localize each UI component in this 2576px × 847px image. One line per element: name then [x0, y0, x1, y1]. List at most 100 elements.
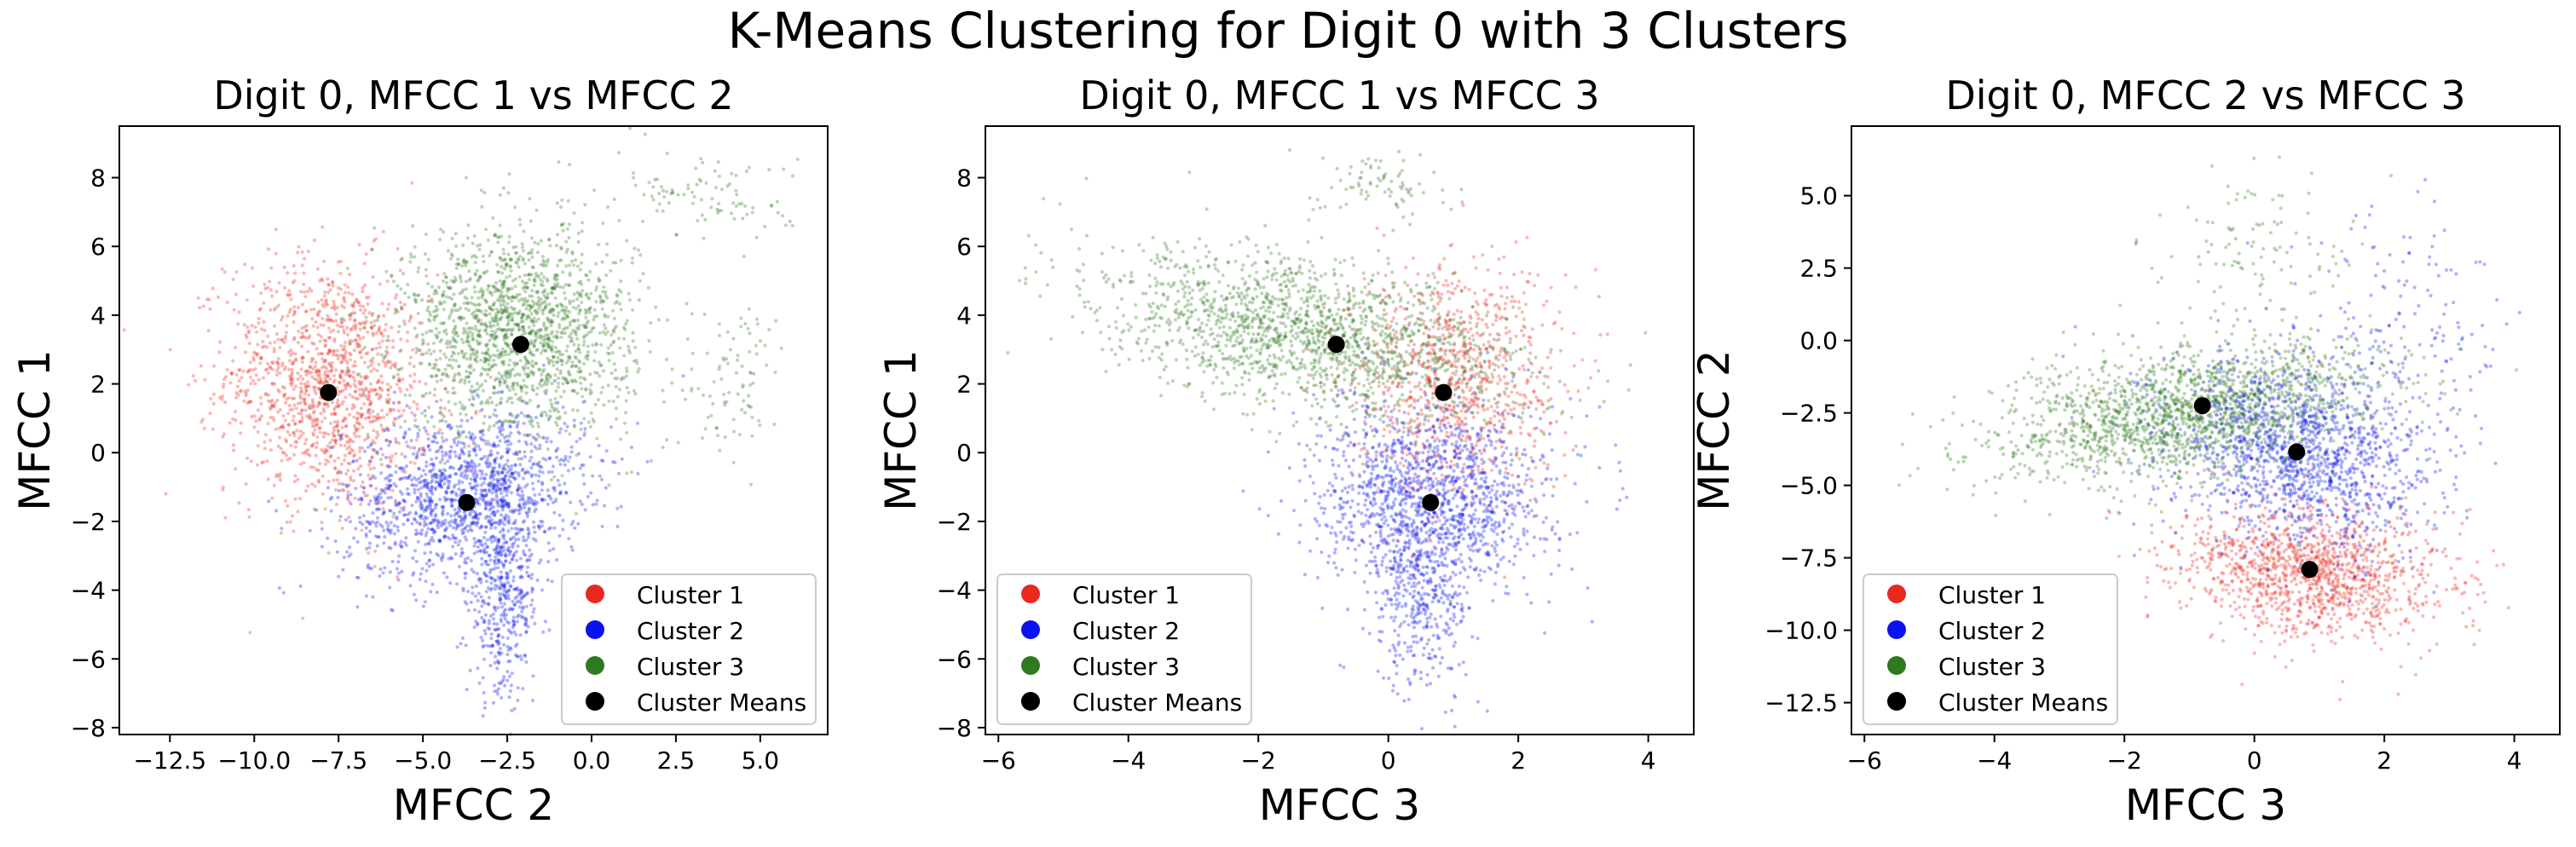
- scatter-point: [309, 360, 313, 363]
- scatter-point: [444, 368, 448, 372]
- scatter-point: [444, 275, 448, 279]
- scatter-point: [372, 429, 375, 432]
- scatter-point: [415, 438, 419, 441]
- scatter-point: [400, 366, 403, 370]
- scatter-point: [459, 307, 462, 310]
- scatter-point: [446, 390, 449, 394]
- scatter-point: [427, 445, 430, 448]
- scatter-point: [559, 369, 563, 372]
- scatter-point: [453, 372, 457, 376]
- scatter-point: [395, 293, 398, 297]
- scatter-point: [709, 205, 713, 209]
- scatter-point: [404, 536, 407, 539]
- scatter-point: [276, 337, 280, 341]
- scatter-point: [755, 317, 759, 320]
- scatter-point: [295, 406, 298, 410]
- scatter-point: [396, 330, 400, 333]
- scatter-point: [479, 543, 482, 546]
- scatter-point: [506, 637, 510, 640]
- scatter-point: [471, 568, 474, 571]
- scatter-point: [528, 303, 531, 307]
- scatter-point: [348, 352, 351, 355]
- scatter-point: [513, 551, 517, 555]
- scatter-point: [334, 439, 338, 442]
- scatter-point: [532, 610, 535, 614]
- scatter-point: [474, 325, 477, 328]
- scatter-point: [486, 358, 489, 361]
- scatter-point: [536, 348, 540, 351]
- scatter-point: [578, 324, 581, 327]
- scatter-point: [443, 406, 447, 410]
- scatter-point: [424, 414, 427, 418]
- scatter-point: [410, 522, 413, 526]
- scatter-point: [338, 489, 341, 493]
- scatter-point: [322, 324, 326, 327]
- scatter-point: [499, 279, 502, 283]
- scatter-point: [322, 260, 326, 263]
- scatter-point: [460, 547, 464, 550]
- scatter-point: [416, 435, 419, 438]
- scatter-point: [386, 361, 390, 365]
- scatter-point: [352, 454, 355, 458]
- scatter-point: [660, 185, 663, 188]
- scatter-point: [274, 252, 278, 256]
- scatter-point: [656, 209, 659, 212]
- scatter-point: [465, 321, 468, 325]
- scatter-point: [756, 322, 760, 326]
- scatter-point: [540, 239, 543, 243]
- scatter-point: [605, 253, 609, 256]
- scatter-point: [730, 172, 733, 176]
- scatter-point: [453, 483, 457, 487]
- scatter-point: [736, 358, 739, 361]
- scatter-point: [310, 342, 314, 345]
- scatter-point: [563, 297, 567, 300]
- scatter-point: [282, 591, 286, 595]
- scatter-point: [339, 515, 343, 518]
- scatter-point: [245, 457, 249, 460]
- scatter-point: [543, 389, 546, 393]
- scatter-point: [563, 389, 566, 393]
- scatter-point: [507, 521, 511, 525]
- scatter-point: [428, 329, 431, 332]
- scatter-point: [509, 550, 512, 553]
- scatter-point: [548, 456, 552, 459]
- scatter-point: [338, 482, 341, 486]
- scatter-point: [506, 372, 510, 376]
- scatter-point: [448, 296, 451, 299]
- scatter-point: [557, 160, 560, 164]
- scatter-point: [501, 354, 505, 357]
- scatter-point: [482, 422, 485, 425]
- scatter-point: [435, 400, 438, 403]
- scatter-point: [498, 327, 501, 331]
- figure-suptitle: K-Means Clustering for Digit 0 with 3 Cl…: [728, 2, 1849, 60]
- scatter-point: [511, 521, 515, 525]
- scatter-point: [607, 383, 610, 387]
- scatter-point: [508, 359, 511, 362]
- scatter-point: [449, 514, 453, 517]
- scatter-point: [231, 359, 234, 362]
- scatter-point: [413, 255, 416, 258]
- scatter-point: [644, 133, 647, 136]
- scatter-point: [601, 222, 604, 225]
- scatter-point: [384, 521, 388, 524]
- scatter-point: [323, 294, 326, 297]
- scatter-point: [455, 525, 459, 528]
- scatter-point: [371, 312, 374, 315]
- scatter-point: [557, 377, 560, 380]
- scatter-point: [413, 517, 416, 521]
- scatter-point: [482, 360, 486, 364]
- scatter-point: [767, 168, 771, 171]
- scatter-point: [285, 440, 288, 443]
- scatter-point: [565, 315, 569, 319]
- scatter-point: [482, 476, 486, 480]
- scatter-point: [474, 492, 477, 495]
- scatter-point: [488, 442, 491, 446]
- scatter-point: [453, 402, 457, 406]
- scatter-point: [500, 487, 503, 490]
- scatter-point: [508, 660, 511, 663]
- scatter-point: [462, 430, 465, 434]
- scatter-point: [494, 555, 497, 558]
- scatter-point: [490, 518, 494, 521]
- scatter-point: [523, 302, 526, 306]
- scatter-point: [284, 401, 287, 405]
